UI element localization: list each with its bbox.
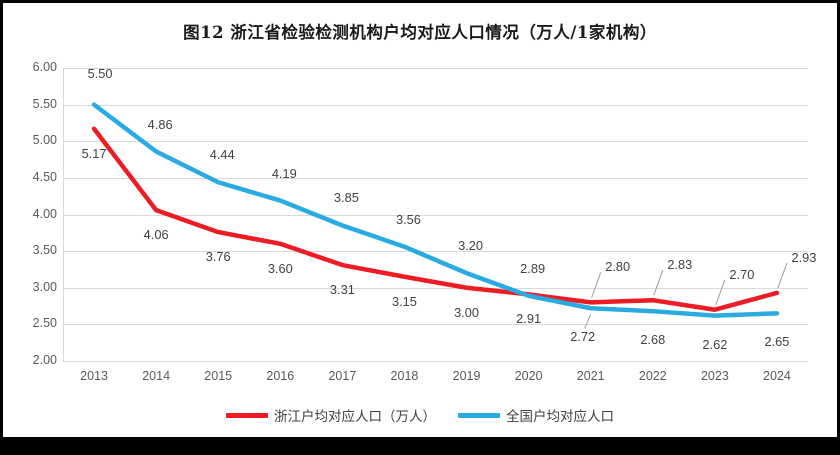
gridline [63,361,808,362]
data-label-national: 2.89 [520,260,546,276]
y-axis-tick: 3.00 [32,279,57,294]
x-axis-tick: 2013 [80,369,108,383]
data-label-zhejiang: 4.06 [143,227,169,243]
plot-area [63,68,808,362]
x-axis-tick: 2021 [576,369,605,383]
y-axis-tick: 2.50 [32,316,57,331]
data-label-zhejiang: 3.60 [267,260,293,276]
gridline [63,141,808,143]
y-axis-tick: 5.50 [32,96,57,111]
data-label-national: 4.86 [147,116,173,132]
data-label-zhejiang: 3.00 [454,304,479,320]
chart-legend: 浙江户均对应人口（万人） 全国户均对应人口 [3,405,837,425]
gridline [63,177,808,179]
data-label-zhejiang: 3.31 [329,282,355,298]
gridline [63,251,808,253]
data-label-zhejiang: 2.80 [605,259,631,275]
data-label-national: 2.65 [764,334,790,350]
legend-item[interactable]: 浙江户均对应人口（万人） [226,405,436,425]
y-axis-tick: 4.50 [32,169,57,184]
data-label-national: 2.62 [702,336,728,352]
data-label-national: 3.56 [395,211,421,227]
data-label-national: 2.68 [640,332,666,348]
y-axis-tick: 2.00 [32,353,57,367]
data-label-national: 3.20 [458,238,483,254]
data-label-national: 4.44 [209,147,235,163]
data-label-zhejiang: 2.93 [791,249,817,265]
y-axis-tick: 5.00 [32,133,57,148]
data-label-zhejiang: 2.83 [667,257,693,273]
y-axis-tick: 6.00 [32,60,57,74]
data-label-zhejiang: 2.70 [729,266,755,282]
legend-swatch-zhejiang [226,412,268,418]
x-axis-tick: 2023 [700,369,729,383]
legend-label: 全国户均对应人口 [506,409,614,425]
gridline [63,287,808,289]
data-label-national: 3.85 [333,190,359,206]
data-label-zhejiang: 3.15 [391,293,417,309]
data-label-zhejiang: 5.17 [81,145,107,161]
chart-title: 图12 浙江省检验检测机构户均对应人口情况（万人/1家机构） [183,23,657,42]
x-axis-tick: 2020 [514,369,543,383]
data-label-zhejiang: 2.91 [516,311,542,327]
legend-item[interactable]: 全国户均对应人口 [458,405,614,425]
data-label-national: 4.19 [271,165,297,181]
x-axis-tick: 2017 [328,369,357,383]
x-axis-tick: 2016 [266,369,295,383]
y-axis-tick: 3.50 [32,243,57,258]
chart-card: 图12 浙江省检验检测机构户均对应人口情况（万人/1家机构） 浙江户均对应人口（… [3,3,837,437]
data-label-national: 2.72 [570,329,596,345]
gridline [63,104,808,106]
gridline [63,324,808,326]
x-axis-tick: 2014 [142,369,171,383]
gridline [63,68,808,69]
legend-label: 浙江户均对应人口（万人） [274,409,436,425]
legend-swatch-national [458,412,500,418]
x-axis-tick: 2019 [452,369,481,383]
x-axis-tick: 2022 [638,369,667,383]
x-axis-tick: 2018 [390,369,419,383]
x-axis-tick: 2015 [204,369,233,383]
x-axis-tick: 2024 [763,369,791,383]
y-axis-tick: 4.00 [32,206,57,221]
data-label-zhejiang: 3.76 [205,249,231,265]
data-label-national: 5.50 [87,65,113,81]
gridline [63,214,808,216]
